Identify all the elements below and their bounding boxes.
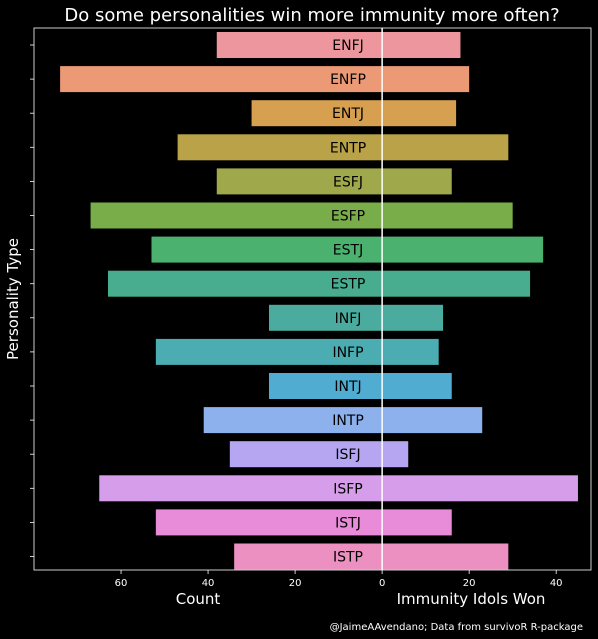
bar-immunity-enfp xyxy=(382,66,470,93)
bar-count-entj xyxy=(251,100,383,127)
chart-title: Do some personalities win more immunity … xyxy=(64,5,559,26)
bar-immunity-istp xyxy=(382,543,509,570)
y-axis-label: Personality Type xyxy=(4,238,22,360)
bar-immunity-esfp xyxy=(382,202,513,229)
bar-count-estj xyxy=(151,236,383,263)
x-axis-label-right: Immunity Idols Won xyxy=(397,590,546,608)
bar-count-enfp xyxy=(60,66,383,93)
x-tick-label: 40 xyxy=(550,578,563,589)
bar-count-infp xyxy=(155,338,383,365)
bar-immunity-entj xyxy=(382,100,457,127)
category-label-isfp: ISFP xyxy=(333,481,363,497)
plot-frame xyxy=(33,27,592,571)
category-label-infj: INFJ xyxy=(335,311,362,327)
bar-immunity-isfj xyxy=(382,441,409,468)
bar-immunity-infj xyxy=(382,304,444,331)
category-label-istp: ISTP xyxy=(333,550,363,566)
x-tick-label: 20 xyxy=(463,578,476,589)
x-tick-label: 20 xyxy=(289,578,302,589)
bar-count-infj xyxy=(268,304,383,331)
bar-count-istj xyxy=(155,509,383,536)
x-tick-label: 40 xyxy=(202,578,215,589)
category-label-intj: INTJ xyxy=(334,379,361,395)
bar-count-esfj xyxy=(216,168,383,195)
x-tick-label: 0 xyxy=(379,578,385,589)
bar-count-entp xyxy=(177,134,383,161)
bar-count-intj xyxy=(268,373,383,399)
category-label-estj: ESTJ xyxy=(333,243,363,259)
category-label-entj: ENTJ xyxy=(332,106,364,122)
y-ticks-group xyxy=(30,44,34,557)
x-axis-label-left: Count xyxy=(176,590,221,608)
bar-immunity-isfp xyxy=(382,475,578,502)
bar-immunity-enfj xyxy=(382,32,461,58)
bar-immunity-infp xyxy=(382,338,439,365)
bar-count-isfj xyxy=(229,441,383,468)
bar-count-isfp xyxy=(99,475,383,502)
bar-count-esfp xyxy=(90,202,383,229)
bar-count-estp xyxy=(107,270,383,297)
category-label-intp: INTP xyxy=(332,413,364,429)
bar-immunity-intj xyxy=(382,373,452,399)
category-label-istj: ISTJ xyxy=(335,515,361,531)
category-label-estp: ESTP xyxy=(331,277,366,293)
bar-immunity-entp xyxy=(382,134,509,161)
bar-labels-group: ENFJ ENFP ENTJ ENTP ESFJ ESFP ESTJ ESTP INFJ INFP… xyxy=(330,38,366,566)
category-label-isfj: ISFJ xyxy=(335,447,360,463)
caption: @JaimeAAvendano; Data from survivoR R-pa… xyxy=(330,622,583,633)
category-label-infp: INFP xyxy=(332,345,363,361)
bar-immunity-estj xyxy=(382,236,544,263)
bar-count-istp xyxy=(234,543,383,570)
category-label-esfj: ESFJ xyxy=(333,174,363,190)
category-label-esfp: ESFP xyxy=(331,209,365,225)
bar-count-enfj xyxy=(216,32,383,58)
x-ticks-group: 60 40 20 0 20 40 xyxy=(115,570,563,589)
bar-count-intp xyxy=(203,407,383,434)
bars-group xyxy=(60,32,578,570)
bar-immunity-estp xyxy=(382,270,531,297)
bar-immunity-istj xyxy=(382,509,452,536)
bar-immunity-esfj xyxy=(382,168,452,195)
category-label-enfp: ENFP xyxy=(330,72,366,88)
category-label-entp: ENTP xyxy=(330,140,366,156)
x-tick-label: 60 xyxy=(115,578,128,589)
category-label-enfj: ENFJ xyxy=(332,38,364,54)
bar-immunity-intp xyxy=(382,407,483,434)
